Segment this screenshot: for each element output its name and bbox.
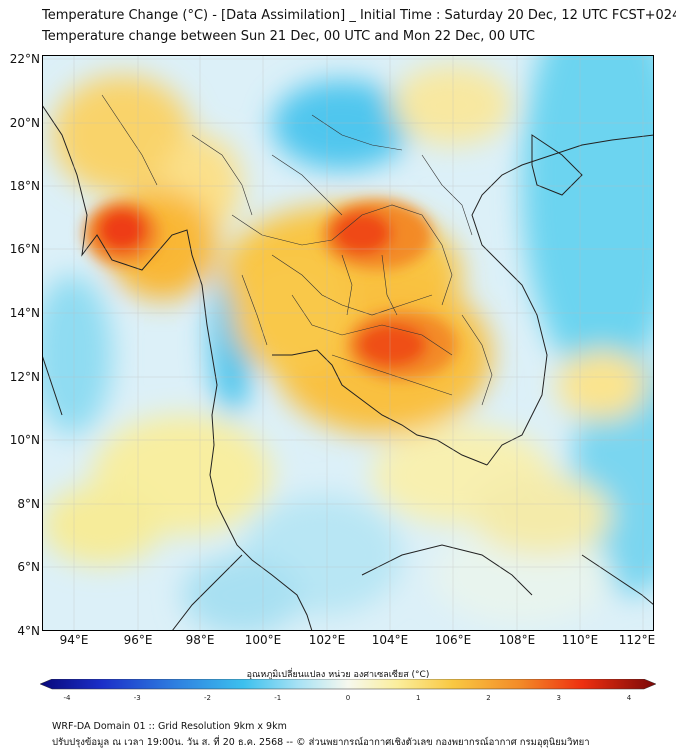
lat-label: 14°N — [9, 306, 40, 320]
lon-label: 96°E — [123, 633, 153, 647]
colorbar-ticks: -4 -3 -2 -1 0 1 2 3 4 — [64, 694, 632, 702]
colorbar-tick-label: -4 — [64, 694, 72, 702]
colorbar-gradient — [40, 679, 656, 690]
colorbar-tick-label: 1 — [416, 694, 420, 702]
colorbar-tick-label: -2 — [204, 694, 211, 702]
colorbar-tick-label: -1 — [274, 694, 281, 702]
lon-label: 110°E — [561, 633, 599, 647]
lat-label: 6°N — [17, 560, 40, 574]
lon-label: 106°E — [434, 633, 472, 647]
lon-label: 102°E — [308, 633, 346, 647]
lat-label: 10°N — [9, 433, 40, 447]
coastlines — [42, 104, 654, 631]
temperature-change-map — [42, 55, 654, 631]
lat-label: 22°N — [9, 52, 40, 66]
lat-label: 12°N — [9, 370, 40, 384]
lon-label: 104°E — [371, 633, 409, 647]
footer-model-info: WRF-DA Domain 01 :: Grid Resolution 9km … — [52, 721, 287, 732]
footer-credit: ปรับปรุงข้อมูล ณ เวลา 19:00น. วัน ส. ที่… — [52, 737, 590, 748]
lat-label: 18°N — [9, 179, 40, 193]
lon-label: 112°E — [618, 633, 656, 647]
lat-label: 16°N — [9, 242, 40, 256]
lat-label: 20°N — [9, 116, 40, 130]
lon-label: 108°E — [498, 633, 536, 647]
colorbar-tick-label: 4 — [627, 694, 632, 702]
colorbar-tick-label: 0 — [346, 694, 350, 702]
map-frame — [42, 55, 654, 631]
map-subtitle: Temperature change between Sun 21 Dec, 0… — [42, 29, 536, 44]
lon-label: 100°E — [244, 633, 282, 647]
graticule — [42, 55, 654, 631]
colorbar-title: อุณหภูมิเปลี่ยนแปลง หน่วย องศาเซลเซียส (… — [246, 670, 430, 680]
colorbar: -4 -3 -2 -1 0 1 2 3 4 — [40, 679, 656, 702]
lat-label: 8°N — [17, 497, 40, 511]
map-title: Temperature Change (°C) - [Data Assimila… — [42, 8, 676, 23]
colorbar-tick-label: 2 — [486, 694, 490, 702]
colorbar-tick-label: 3 — [557, 694, 561, 702]
lat-label: 4°N — [17, 624, 40, 638]
lon-label: 94°E — [59, 633, 89, 647]
colorbar-tick-label: -3 — [134, 694, 141, 702]
lon-label: 98°E — [185, 633, 215, 647]
